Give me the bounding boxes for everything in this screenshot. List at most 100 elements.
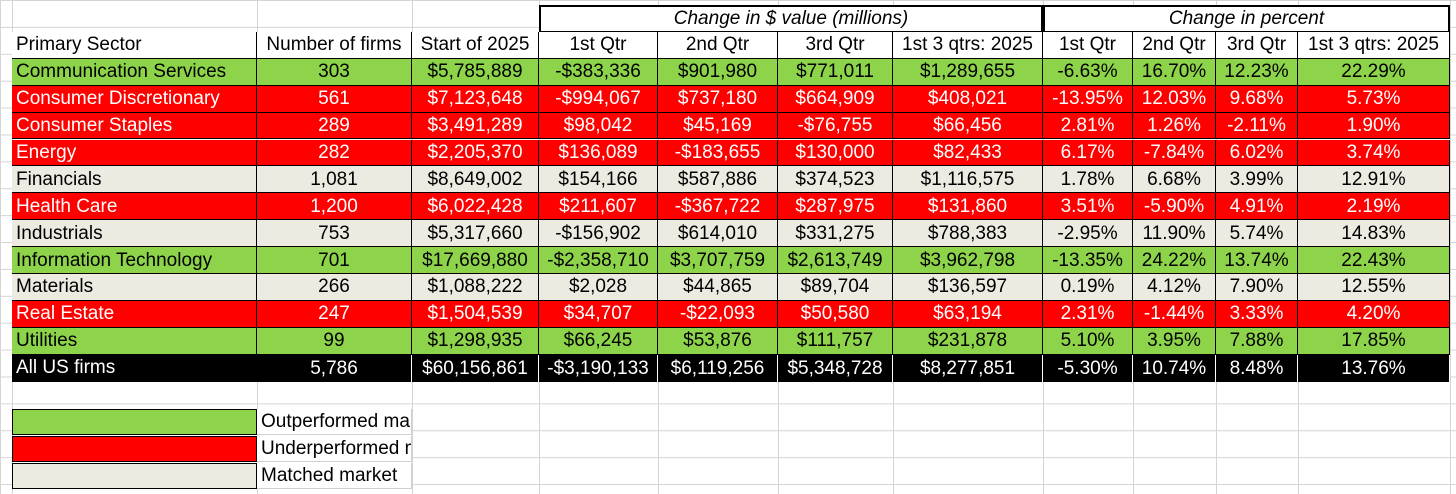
table-cell-ytd-dollar: $136,597	[893, 274, 1043, 301]
table-cell-ytd-percent: 3.74%	[1298, 139, 1450, 167]
total-cell-q3-percent: 8.48%	[1216, 354, 1298, 382]
table-cell-number-of-firms: 303	[257, 58, 412, 86]
column-header-ytd-dollar: 1st 3 qtrs: 2025	[893, 31, 1043, 59]
table-cell-number-of-firms: 701	[257, 247, 412, 274]
table-cell-q3-percent: 9.68%	[1216, 85, 1298, 113]
table-cell-ytd-dollar: $3,962,798	[893, 247, 1043, 274]
table-cell-start-of-2025: $7,123,648	[412, 85, 539, 113]
table-cell-start-of-2025: $1,298,935	[412, 327, 539, 355]
column-header-ytd-percent: 1st 3 qtrs: 2025	[1298, 31, 1450, 59]
table-cell-q2-percent: 12.03%	[1133, 85, 1216, 113]
total-cell-q1-percent: -5.30%	[1043, 354, 1133, 382]
sector-name-cell: Utilities	[12, 327, 257, 355]
total-cell-start-of-2025: $60,156,861	[412, 354, 539, 382]
table-cell-q3-dollar: $2,613,749	[778, 247, 893, 274]
table-cell-q3-dollar: -$76,755	[778, 112, 893, 140]
table-cell-q1-dollar: $66,245	[539, 327, 658, 355]
legend-swatch-underperformed	[12, 436, 257, 462]
table-cell-number-of-firms: 1,200	[257, 193, 412, 221]
legend-label-underperformed: Underperformed market	[257, 436, 412, 462]
table-cell-q2-dollar: $587,886	[658, 166, 778, 194]
table-cell-start-of-2025: $1,088,222	[412, 274, 539, 301]
sector-name-cell: Energy	[12, 139, 257, 167]
table-cell-q1-dollar: $154,166	[539, 166, 658, 194]
table-cell-q3-dollar: $130,000	[778, 139, 893, 167]
table-cell-q1-percent: -13.95%	[1043, 85, 1133, 113]
group-header-percent: Change in percent	[1043, 5, 1450, 33]
table-cell-ytd-dollar: $131,860	[893, 193, 1043, 221]
total-cell-ytd-percent: 13.76%	[1298, 354, 1450, 382]
total-cell-number-of-firms: 5,786	[257, 354, 412, 382]
sector-name-cell: Health Care	[12, 193, 257, 221]
table-cell-q3-dollar: $111,757	[778, 327, 893, 355]
table-cell-ytd-percent: 12.91%	[1298, 166, 1450, 194]
table-cell-q1-dollar: $136,089	[539, 139, 658, 167]
table-cell-q2-percent: -7.84%	[1133, 139, 1216, 167]
table-cell-q3-percent: -2.11%	[1216, 112, 1298, 140]
table-cell-start-of-2025: $5,785,889	[412, 58, 539, 86]
table-cell-q3-percent: 3.99%	[1216, 166, 1298, 194]
table-cell-q1-dollar: -$994,067	[539, 85, 658, 113]
table-cell-q1-dollar: $34,707	[539, 300, 658, 328]
table-cell-q3-percent: 12.23%	[1216, 58, 1298, 86]
legend-label-outperformed: Outperformed market	[257, 409, 412, 435]
table-cell-q1-dollar: $211,607	[539, 193, 658, 221]
column-header-q3-percent: 3rd Qtr	[1216, 31, 1298, 59]
column-header-q1-dollar: 1st Qtr	[539, 31, 658, 59]
table-cell-q1-percent: 3.51%	[1043, 193, 1133, 221]
sector-name-cell: Real Estate	[12, 300, 257, 328]
table-cell-q2-percent: -1.44%	[1133, 300, 1216, 328]
table-cell-start-of-2025: $17,669,880	[412, 247, 539, 274]
total-sector-cell: All US firms	[12, 354, 257, 382]
table-cell-number-of-firms: 1,081	[257, 166, 412, 194]
legend-swatch-matched	[12, 463, 257, 489]
table-cell-q2-dollar: $737,180	[658, 85, 778, 113]
table-cell-q1-percent: -6.63%	[1043, 58, 1133, 86]
table-cell-q1-dollar: $98,042	[539, 112, 658, 140]
table-cell-q1-percent: -13.35%	[1043, 247, 1133, 274]
table-cell-ytd-dollar: $82,433	[893, 139, 1043, 167]
table-cell-ytd-percent: 5.73%	[1298, 85, 1450, 113]
legend-label-matched: Matched market	[257, 463, 412, 489]
table-cell-q2-dollar: -$183,655	[658, 139, 778, 167]
table-cell-q3-dollar: $287,975	[778, 193, 893, 221]
table-cell-q3-percent: 4.91%	[1216, 193, 1298, 221]
table-cell-ytd-dollar: $408,021	[893, 85, 1043, 113]
table-cell-q3-percent: 7.88%	[1216, 327, 1298, 355]
table-cell-number-of-firms: 289	[257, 112, 412, 140]
sector-name-cell: Consumer Staples	[12, 112, 257, 140]
table-cell-q3-percent: 6.02%	[1216, 139, 1298, 167]
table-cell-q3-percent: 5.74%	[1216, 220, 1298, 248]
table-cell-start-of-2025: $3,491,289	[412, 112, 539, 140]
table-cell-q1-dollar: $2,028	[539, 274, 658, 301]
table-cell-q2-percent: 1.26%	[1133, 112, 1216, 140]
sector-name-cell: Communication Services	[12, 58, 257, 86]
total-cell-q1-dollar: -$3,190,133	[539, 354, 658, 382]
table-cell-q2-percent: 11.90%	[1133, 220, 1216, 248]
group-header-dollar: Change in $ value (millions)	[539, 5, 1043, 33]
table-cell-q2-dollar: $3,707,759	[658, 247, 778, 274]
column-header-start-of-2025: Start of 2025	[412, 31, 539, 59]
sector-name-cell: Materials	[12, 274, 257, 301]
grid-column-line	[1450, 0, 1451, 494]
table-cell-ytd-dollar: $66,456	[893, 112, 1043, 140]
table-cell-q2-dollar: $901,980	[658, 58, 778, 86]
table-cell-q3-percent: 3.33%	[1216, 300, 1298, 328]
table-cell-ytd-dollar: $63,194	[893, 300, 1043, 328]
sector-name-cell: Industrials	[12, 220, 257, 248]
table-cell-ytd-dollar: $788,383	[893, 220, 1043, 248]
table-cell-q2-percent: 24.22%	[1133, 247, 1216, 274]
table-cell-q3-percent: 7.90%	[1216, 274, 1298, 301]
table-cell-number-of-firms: 247	[257, 300, 412, 328]
sector-name-cell: Information Technology	[12, 247, 257, 274]
table-cell-start-of-2025: $1,504,539	[412, 300, 539, 328]
table-cell-q1-dollar: -$156,902	[539, 220, 658, 248]
table-cell-q1-percent: -2.95%	[1043, 220, 1133, 248]
table-cell-ytd-dollar: $1,116,575	[893, 166, 1043, 194]
table-cell-q3-dollar: $89,704	[778, 274, 893, 301]
table-cell-start-of-2025: $6,022,428	[412, 193, 539, 221]
table-cell-ytd-percent: 14.83%	[1298, 220, 1450, 248]
column-header-q1-percent: 1st Qtr	[1043, 31, 1133, 59]
table-cell-number-of-firms: 753	[257, 220, 412, 248]
